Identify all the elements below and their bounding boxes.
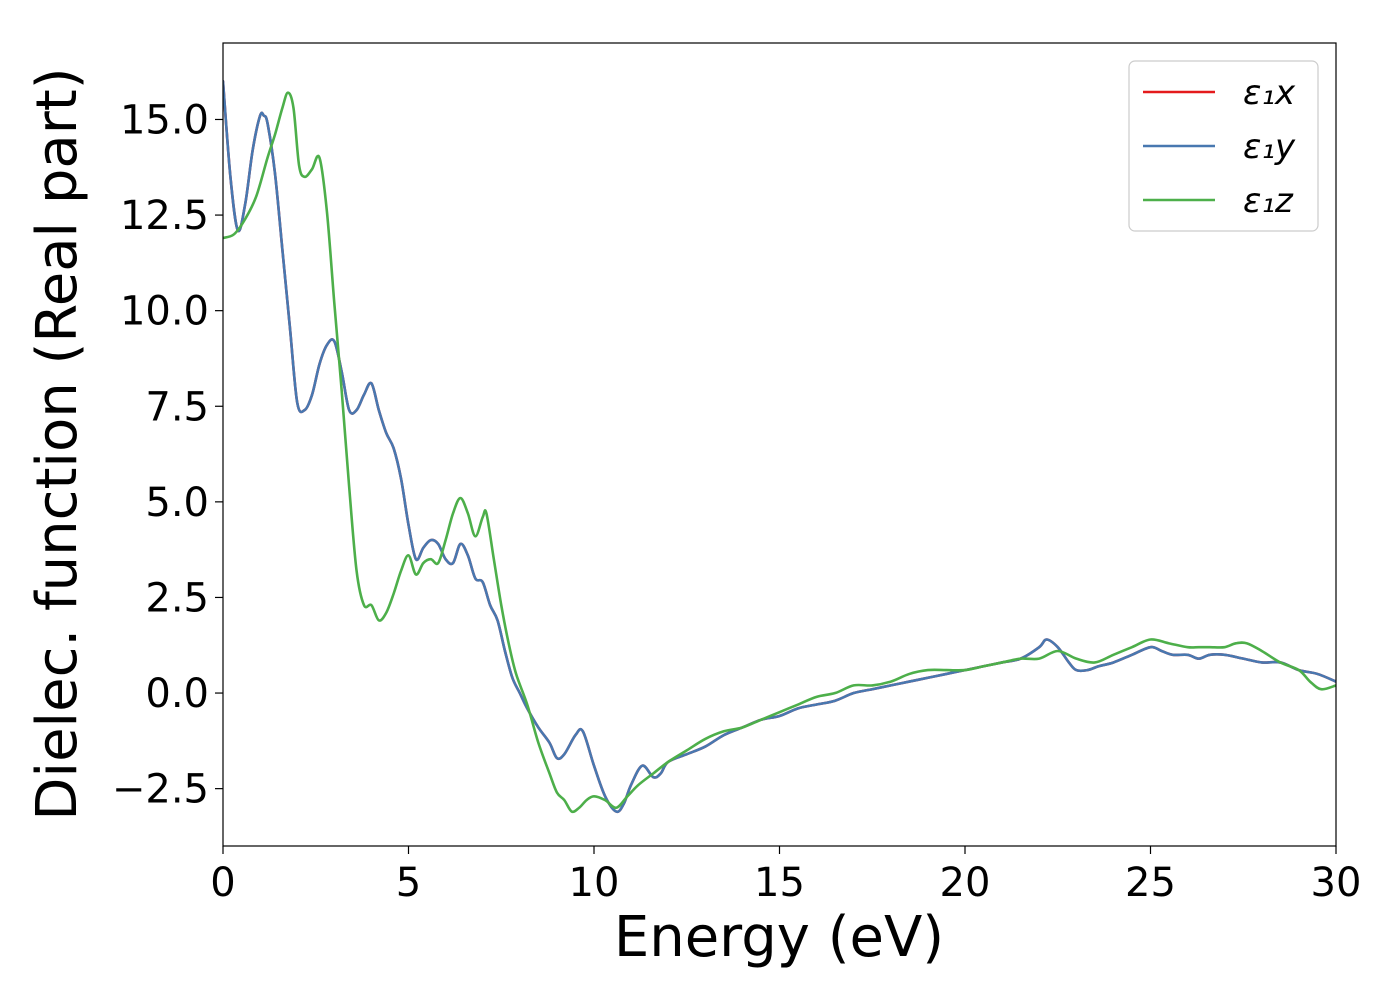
series-layer bbox=[223, 79, 1336, 814]
x-tick-label: 25 bbox=[1125, 860, 1176, 906]
x-tick-label: 15 bbox=[754, 860, 805, 906]
y-tick-label: 0.0 bbox=[145, 671, 209, 717]
y-tick-label: 15.0 bbox=[120, 97, 209, 143]
series-line-eps1y bbox=[223, 79, 1336, 814]
y-tick-label: 7.5 bbox=[145, 384, 209, 430]
y-axis-label: Dielec. function (Real part) bbox=[25, 67, 90, 820]
y-tick-label: 2.5 bbox=[145, 575, 209, 621]
legend-label: ε₁z bbox=[1243, 181, 1294, 221]
legend-frame bbox=[1128, 60, 1319, 232]
legend-label: ε₁x bbox=[1243, 73, 1296, 113]
x-tick-label: 30 bbox=[1311, 860, 1362, 906]
x-tick-label: 0 bbox=[210, 860, 235, 906]
x-axis: 0 5 10 15 20 25 30 bbox=[210, 846, 1361, 906]
x-axis-label: Energy (eV) bbox=[614, 905, 944, 970]
x-tick-label: 5 bbox=[396, 860, 421, 906]
legend-label: ε₁y bbox=[1243, 127, 1296, 167]
y-axis: −2.5 0.0 2.5 5.0 7.5 10.0 12.5 15.0 bbox=[112, 97, 223, 813]
y-tick-label: −2.5 bbox=[112, 767, 209, 813]
y-tick-label: 12.5 bbox=[120, 193, 209, 239]
y-tick-label: 10.0 bbox=[120, 289, 209, 335]
legend: ε₁x ε₁y ε₁z bbox=[1128, 60, 1319, 232]
y-tick-label: 5.0 bbox=[145, 480, 209, 526]
series-line-eps1z bbox=[223, 91, 1336, 814]
x-tick-label: 10 bbox=[569, 860, 620, 906]
x-tick-label: 20 bbox=[940, 860, 991, 906]
